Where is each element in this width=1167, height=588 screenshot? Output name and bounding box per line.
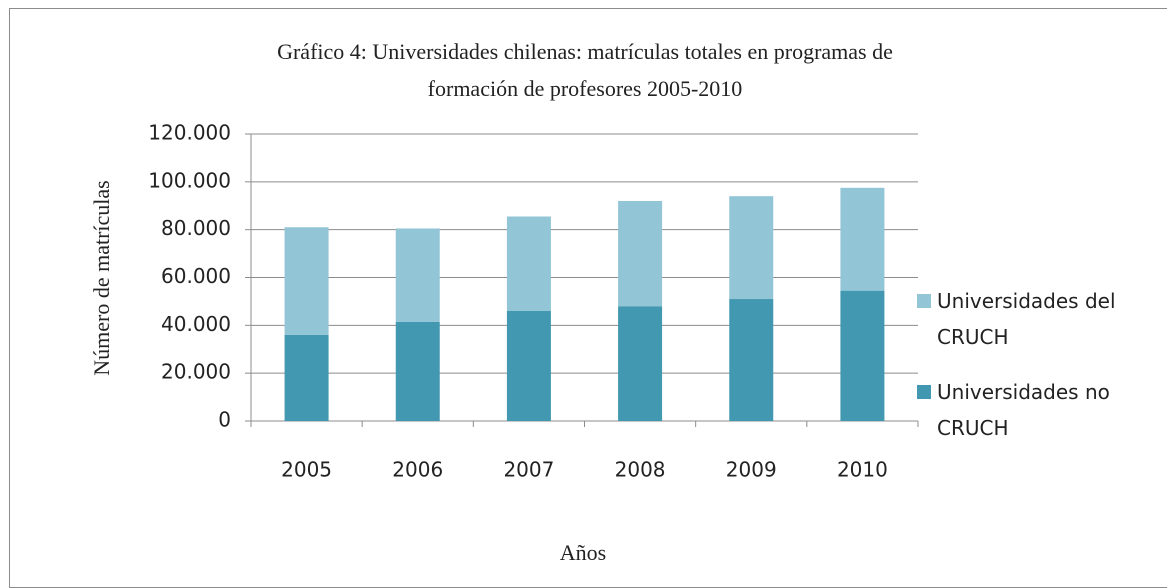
y-tick-label: 40.000: [161, 312, 231, 336]
x-tick-label: 2009: [726, 458, 777, 482]
x-axis-label: Años: [560, 540, 606, 565]
legend-item: Universidades del CRUCH: [917, 283, 1157, 355]
bar-segment: [284, 227, 329, 335]
bar-segment: [395, 228, 440, 322]
bar-segment: [395, 321, 440, 421]
y-tick-label: 120.000: [148, 121, 231, 145]
x-tick-label: 2005: [281, 458, 332, 482]
legend-swatch: [917, 294, 931, 308]
page: Número de matrículas Años 0 20.000 40.000 6…: [9, 8, 1167, 588]
bar-segment: [618, 200, 663, 307]
legend-item: Universidades no CRUCH: [917, 374, 1157, 446]
legend-label: Universidades del CRUCH: [937, 289, 1116, 349]
y-tick-label: 60.000: [161, 264, 231, 288]
bar-segment: [840, 290, 885, 421]
chart: Número de matrículas Años 0 20.000 40.000 6…: [89, 121, 919, 565]
chart-title: Gráfico 4: Universidades chilenas: matrí…: [277, 39, 893, 101]
x-tick-label: 2006: [392, 458, 443, 482]
y-axis-label: Número de matrículas: [89, 180, 114, 376]
y-tick-label: 100.000: [148, 168, 231, 192]
bar-segment: [506, 310, 551, 421]
legend-label: Universidades no CRUCH: [937, 380, 1110, 440]
bar-segment: [840, 187, 885, 291]
bar-segment: [729, 299, 774, 421]
y-tick-label: 80.000: [161, 216, 231, 240]
bar-segment: [729, 196, 774, 300]
legend-swatch: [917, 385, 931, 399]
bar-segment: [618, 306, 663, 421]
y-tick-label: 20.000: [161, 360, 231, 384]
x-tick-label: 2010: [837, 458, 888, 482]
bar-segment: [506, 216, 551, 311]
bar-segment: [284, 334, 329, 421]
x-tick-label: 2008: [615, 458, 666, 482]
y-tick-label: 0: [218, 408, 231, 432]
x-tick-label: 2007: [503, 458, 554, 482]
